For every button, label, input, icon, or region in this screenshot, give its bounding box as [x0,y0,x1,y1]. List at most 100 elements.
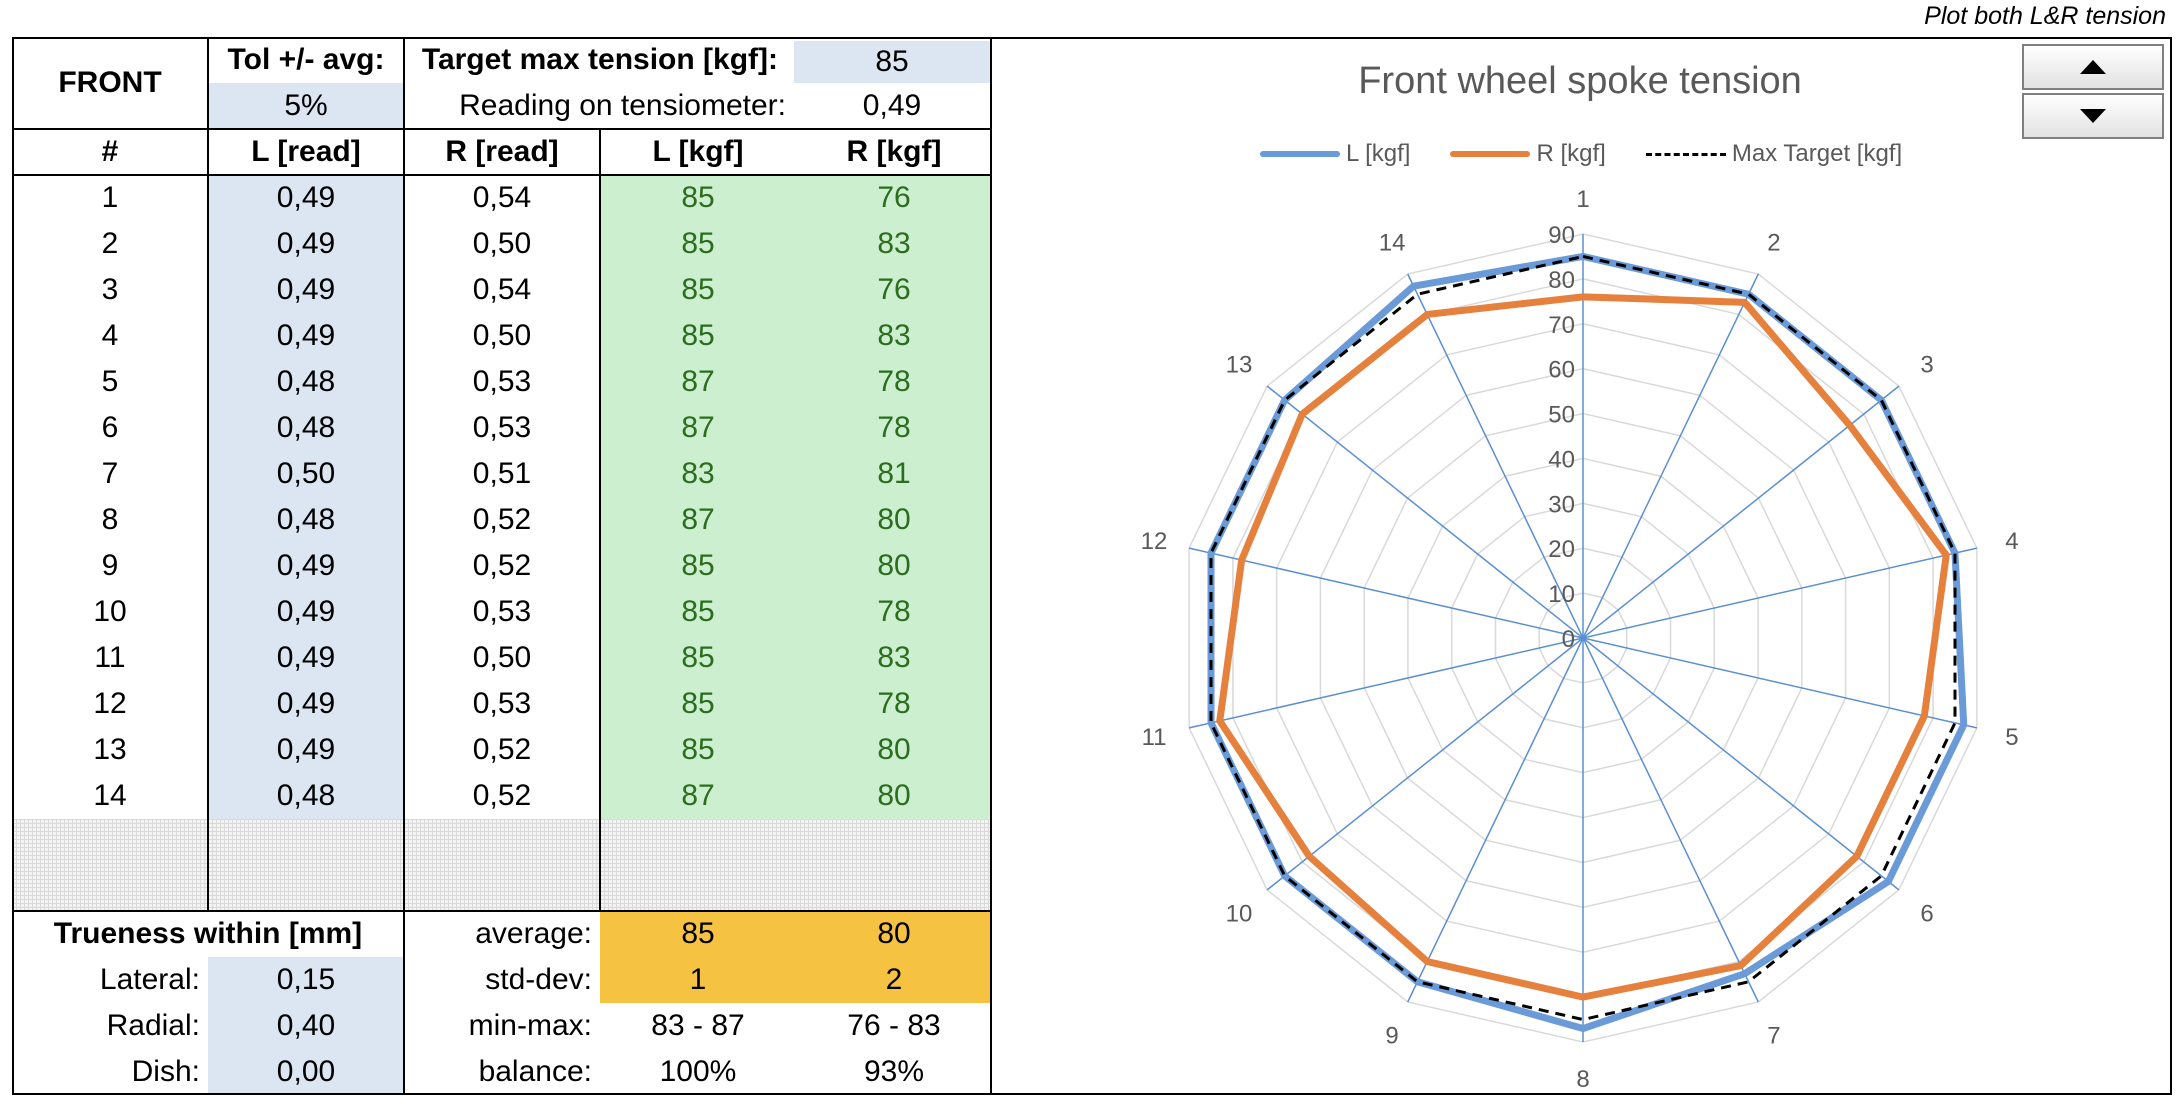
l-read-value[interactable]: 0,49 [276,733,336,766]
legend-target-swatch [1645,152,1726,156]
balance-l: 100% [659,1055,737,1088]
border-left [12,37,14,1095]
legend-l: L [kgf] [1260,140,1410,168]
l-read-value[interactable]: 0,48 [276,503,336,536]
target-value[interactable]: 85 [794,41,990,83]
spoke-number: 12 [93,687,127,720]
spin-down-button[interactable] [2022,93,2164,139]
r-read-value[interactable]: 0,50 [472,641,532,674]
tension-sheet: FRONT Tol +/- avg: 5% Target max tension… [12,37,992,1095]
r-read-value[interactable]: 0,53 [472,595,532,628]
radial-tick-label: 10 [1548,581,1575,608]
l-read-value[interactable]: 0,49 [276,595,336,628]
legend-target-label: Max Target [kgf] [1731,140,1903,167]
spoke-number: 6 [101,411,119,444]
category-label: 12 [1141,528,1168,555]
col-header-number: # [101,135,119,168]
l-read-value[interactable]: 0,49 [276,319,336,352]
r-read-value[interactable]: 0,52 [472,549,532,582]
chart-legend: L [kgf] R [kgf] Max Target [kgf] [1260,140,1942,168]
front-label: FRONT [58,66,162,99]
l-read-value[interactable]: 0,48 [276,365,336,398]
border-right [990,37,992,1095]
spoke-number: 7 [101,457,119,490]
category-label: 3 [1920,352,1933,379]
r-read-value[interactable]: 0,53 [472,687,532,720]
r-read-value[interactable]: 0,50 [472,319,532,352]
l-read-value[interactable]: 0,49 [276,641,336,674]
r-read-value[interactable]: 0,52 [472,503,532,536]
col-header-l-read: L [read] [251,135,361,168]
category-label: 1 [1576,186,1589,213]
l-read-value[interactable]: 0,49 [276,273,336,306]
radial-value[interactable]: 0,40 [208,1003,404,1049]
r-kgf-value: 83 [877,319,911,352]
minmax-l: 83 - 87 [651,1009,745,1042]
category-label: 13 [1226,352,1253,379]
r-kgf-value: 78 [877,687,911,720]
empty-rows [12,819,992,911]
r-read-value[interactable]: 0,54 [472,273,532,306]
l-read-fill [208,175,404,819]
r-read-value[interactable]: 0,50 [472,227,532,260]
border-colheader [12,174,992,176]
plot-note: Plot both L&R tension [1924,2,2166,30]
minmax-label: min-max: [468,1009,592,1042]
reading-label: Reading on tensiometer: [459,89,786,122]
axis-spoke [1582,385,1900,639]
l-kgf-value: 87 [681,365,715,398]
col-header-r-kgf: R [kgf] [846,135,942,168]
axis-spoke [1266,385,1584,639]
target-label: Target max tension [kgf]: [421,43,778,76]
r-read-value[interactable]: 0,53 [472,365,532,398]
l-kgf-value: 87 [681,411,715,444]
l-kgf-value: 85 [681,641,715,674]
spoke-number: 9 [101,549,119,582]
l-kgf-value: 87 [681,779,715,812]
chart-panel [992,37,2172,1095]
radial-tick-label: 60 [1548,357,1575,384]
r-kgf-value: 80 [877,503,911,536]
chart-title: Front wheel spoke tension [1358,60,1802,102]
category-label: 11 [1142,724,1167,751]
l-kgf-value: 83 [681,457,715,490]
average-l: 85 [600,911,796,957]
tol-label: Tol +/- avg: [227,43,385,76]
r-read-value[interactable]: 0,51 [472,457,532,490]
axis-spoke [1582,273,1759,639]
axis-spoke [1407,637,1584,1003]
spoke-number: 10 [93,595,127,628]
l-kgf-value: 85 [681,181,715,214]
tol-value[interactable]: 5% [208,83,404,129]
l-read-value[interactable]: 0,50 [276,457,336,490]
l-read-value[interactable]: 0,49 [276,181,336,214]
lateral-value[interactable]: 0,15 [208,957,404,1003]
l-read-value[interactable]: 0,49 [276,687,336,720]
spoke-number: 8 [101,503,119,536]
r-read-value[interactable]: 0,54 [472,181,532,214]
trueness-label: Trueness within [mm] [53,917,363,950]
spin-up-button[interactable] [2022,44,2164,90]
axis-spoke [1188,547,1584,639]
r-read-value[interactable]: 0,52 [472,779,532,812]
l-read-value[interactable]: 0,49 [276,549,336,582]
dish-value[interactable]: 0,00 [208,1049,404,1095]
legend-l-swatch [1260,151,1340,157]
r-read-value[interactable]: 0,53 [472,411,532,444]
spoke-number: 13 [93,733,127,766]
l-read-value[interactable]: 0,48 [276,779,336,812]
series-line-target [1209,254,1957,1022]
r-kgf-value: 76 [877,273,911,306]
axis-spoke [1407,273,1584,639]
l-read-value[interactable]: 0,48 [276,411,336,444]
col-header-l-kgf: L [kgf] [652,135,744,168]
r-read-value[interactable]: 0,52 [472,733,532,766]
legend-r: R [kgf] [1450,140,1606,168]
series-line-r [1216,293,1950,1001]
series-line-l [1207,252,1968,1033]
l-read-value[interactable]: 0,49 [276,227,336,260]
r-kgf-value: 83 [877,227,911,260]
r-kgf-value: 80 [877,779,911,812]
l-kgf-value: 85 [681,733,715,766]
spoke-number: 1 [101,181,119,214]
